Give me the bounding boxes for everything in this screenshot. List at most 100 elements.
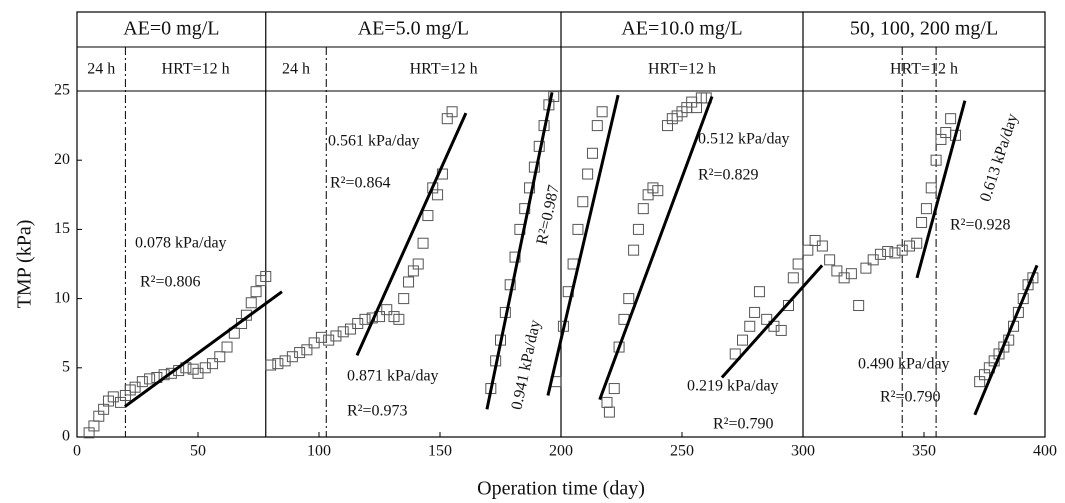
data-point (129, 381, 141, 393)
x-tick-label: 200 (549, 443, 573, 460)
data-point (761, 313, 773, 325)
data-point (265, 359, 277, 371)
data-point (838, 272, 850, 284)
annotation: 0.561 kPa/day (328, 133, 420, 150)
data-point (250, 286, 262, 298)
annotation: R²=0.829 (698, 167, 759, 184)
data-point (853, 300, 865, 312)
header-label: HRT=12 h (890, 61, 958, 78)
y-tick-label: 5 (62, 358, 70, 375)
data-point (867, 254, 879, 266)
header-label: 50, 100, 200 mg/L (850, 18, 998, 40)
data-point (446, 106, 458, 118)
data-point (637, 203, 649, 215)
data-point (330, 330, 342, 342)
data-point (260, 270, 272, 282)
data-point (729, 348, 741, 360)
data-point (337, 326, 349, 338)
data-point (417, 237, 429, 249)
annotation: 0.490 kPa/day (858, 356, 950, 373)
data-point (613, 341, 625, 353)
data-point (165, 367, 177, 379)
data-point (509, 251, 521, 263)
annotation: R²=0.928 (950, 217, 1011, 234)
data-point (845, 268, 857, 280)
y-tick-label: 0 (62, 428, 70, 445)
data-point (582, 168, 594, 180)
data-point (272, 358, 284, 370)
data-point (831, 265, 843, 277)
data-point (136, 376, 148, 388)
data-point (930, 154, 942, 166)
data-point (207, 358, 219, 370)
data-point (199, 362, 211, 374)
data-point (809, 234, 821, 246)
data-point (911, 237, 923, 249)
data-point (882, 246, 894, 258)
trend-line (124, 290, 283, 408)
data-point (816, 240, 828, 252)
data-point (577, 196, 589, 208)
annotation: R²=0.973 (347, 403, 408, 420)
data-point (608, 383, 620, 395)
y-tick-label: 20 (54, 151, 70, 168)
data-point (945, 113, 957, 125)
y-tick-label: 25 (54, 82, 70, 99)
data-point (294, 347, 306, 359)
data-point (1017, 293, 1029, 305)
data-point (548, 91, 560, 103)
x-tick-label: 150 (428, 443, 452, 460)
data-point (315, 331, 327, 343)
data-point (591, 120, 603, 132)
data-point (925, 182, 937, 194)
y-tick-label: 10 (54, 289, 70, 306)
data-point (393, 313, 405, 325)
annotation: R²=0.806 (140, 274, 201, 291)
data-point (753, 286, 765, 298)
header-label: 24 h (87, 61, 115, 78)
data-point (286, 351, 298, 363)
x-tick-label: 400 (1033, 443, 1057, 460)
trend-line (485, 92, 554, 410)
data-point (737, 334, 748, 346)
data-point (352, 318, 364, 330)
data-point (601, 396, 613, 408)
trend-line (546, 94, 620, 396)
data-point (802, 244, 814, 256)
trend-line (915, 100, 967, 279)
data-point (749, 306, 761, 318)
annotation: 0.512 kPa/day (698, 131, 790, 148)
x-axis-label: Operation time (day) (477, 478, 645, 500)
trend-line (973, 264, 1039, 416)
data-point (744, 320, 756, 332)
data-point (652, 185, 664, 197)
annotation: R²=0.790 (713, 416, 774, 433)
data-point (874, 248, 886, 260)
data-point (603, 406, 615, 418)
data-point (245, 297, 257, 309)
data-point (572, 223, 584, 235)
trend-line (598, 96, 714, 401)
annotation: 0.078 kPa/day (135, 235, 227, 252)
data-point (107, 391, 119, 403)
annotation: 0.871 kPa/day (347, 368, 439, 385)
annotation: 0.941 kPa/day (508, 318, 544, 411)
data-point (308, 337, 320, 349)
header-label: HRT=12 h (410, 61, 478, 78)
data-point (344, 323, 356, 335)
data-point (787, 272, 799, 284)
data-point (192, 367, 204, 379)
x-tick-label: 100 (307, 443, 331, 460)
data-point (323, 334, 335, 346)
trend-line (720, 264, 824, 379)
annotation: 0.219 kPa/day (687, 378, 779, 395)
data-point (586, 147, 598, 159)
y-tick-label: 15 (54, 220, 70, 237)
data-point (412, 258, 424, 270)
header-label: HRT=12 h (162, 61, 230, 78)
header-label: 24 h (282, 61, 310, 78)
data-point (221, 341, 233, 353)
data-point (775, 324, 787, 336)
data-point (628, 244, 640, 256)
